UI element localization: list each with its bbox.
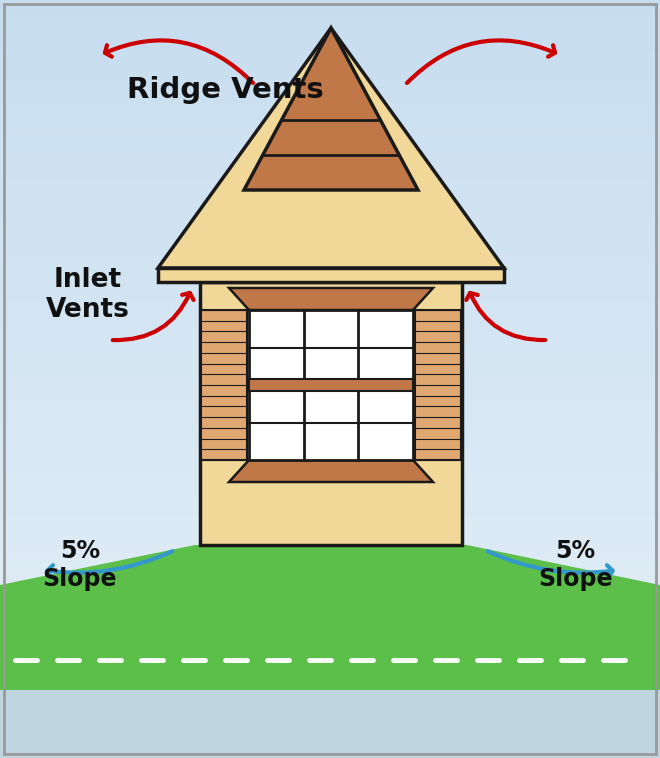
Polygon shape: [249, 379, 413, 391]
Text: Ridge Vents: Ridge Vents: [127, 76, 323, 104]
Polygon shape: [0, 690, 660, 758]
Polygon shape: [415, 310, 461, 460]
Text: 5%
Slope: 5% Slope: [43, 539, 117, 591]
Text: 5%
Slope: 5% Slope: [538, 539, 612, 591]
Polygon shape: [229, 288, 433, 310]
Polygon shape: [201, 310, 247, 460]
Polygon shape: [200, 282, 462, 545]
Polygon shape: [244, 28, 418, 190]
Text: Inlet
Vents: Inlet Vents: [46, 267, 130, 323]
Polygon shape: [0, 545, 660, 758]
Polygon shape: [229, 460, 433, 482]
Polygon shape: [158, 268, 504, 282]
Polygon shape: [158, 28, 504, 268]
Polygon shape: [249, 310, 413, 460]
